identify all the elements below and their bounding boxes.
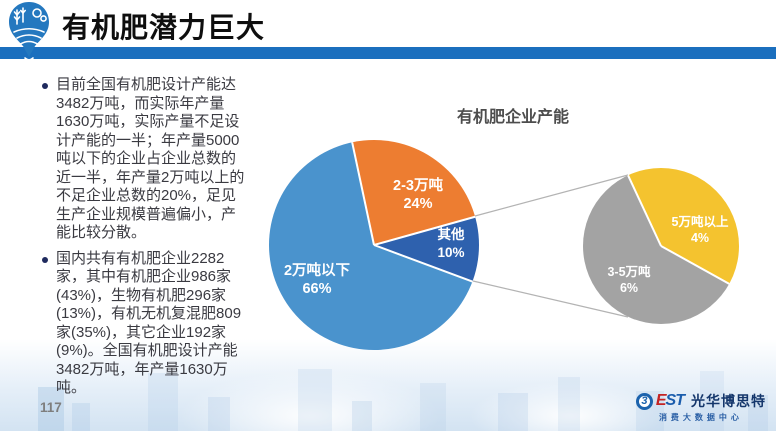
building-silhouette	[72, 403, 90, 431]
cityscape-background	[0, 339, 776, 431]
pie-slice-label: 5万吨以上 4%	[671, 215, 729, 245]
main-pie: 2-3万吨 24% 其他 10% 2万吨以下 66%	[269, 140, 479, 350]
title-divider-bar	[0, 47, 776, 59]
brand-name: 光华博思特	[691, 393, 766, 409]
best-logo-circle-icon: 3	[635, 392, 653, 410]
slice-divider	[627, 174, 662, 247]
bullet-text: 目前全国有机肥设计产能达3482万吨，而实际年产量1630万吨，实际产量不足设计…	[56, 76, 245, 241]
page-number: 117	[40, 400, 62, 415]
building-silhouette	[700, 371, 724, 431]
building-silhouette	[148, 373, 178, 431]
harvest-balloon-logo	[9, 2, 49, 61]
bullet-dot	[42, 256, 48, 263]
best-wordmark: EST	[655, 392, 685, 409]
building-silhouette	[558, 377, 580, 431]
pie-slice-label: 其他 10%	[437, 227, 465, 260]
building-silhouette	[748, 395, 768, 431]
secondary-pie: 5万吨以上 4% 3-5万吨 6%	[583, 168, 739, 324]
building-silhouette	[298, 369, 332, 431]
slice-divider	[351, 142, 375, 246]
bullet-list: 目前全国有机肥设计产能达3482万吨，而实际年产量1630万吨，实际产量不足设计…	[42, 76, 250, 405]
building-silhouette	[352, 401, 372, 431]
pie-slice-label: 3-5万吨 6%	[607, 265, 651, 295]
pie-slice-label: 2-3万吨 24%	[393, 178, 443, 212]
pie-slice-label: 2万吨以下 66%	[283, 263, 351, 297]
chart-title: 有机肥企业产能	[456, 109, 569, 126]
building-silhouette	[208, 397, 230, 431]
bullet-text: 国内共有有机肥企业2282家，其中有机肥企业986家(43%)，生物有机肥296…	[56, 249, 242, 397]
bullet-item: 国内共有有机肥企业2282家，其中有机肥企业986家(43%)，生物有机肥296…	[42, 250, 250, 398]
slide-title: 有机肥潜力巨大	[62, 12, 266, 43]
brand-subtitle: 消费大数据中心	[658, 413, 743, 422]
bullet-item: 目前全国有机肥设计产能达3482万吨，而实际年产量1630万吨，实际产量不足设计…	[42, 76, 250, 243]
slice-divider	[660, 245, 730, 285]
building-silhouette	[38, 387, 64, 431]
building-silhouette	[498, 393, 528, 431]
best-brand-logo: 3 EST 光华博思特 消费大数据中心	[635, 391, 766, 423]
bullet-dot	[42, 83, 48, 89]
building-silhouette	[420, 383, 446, 431]
